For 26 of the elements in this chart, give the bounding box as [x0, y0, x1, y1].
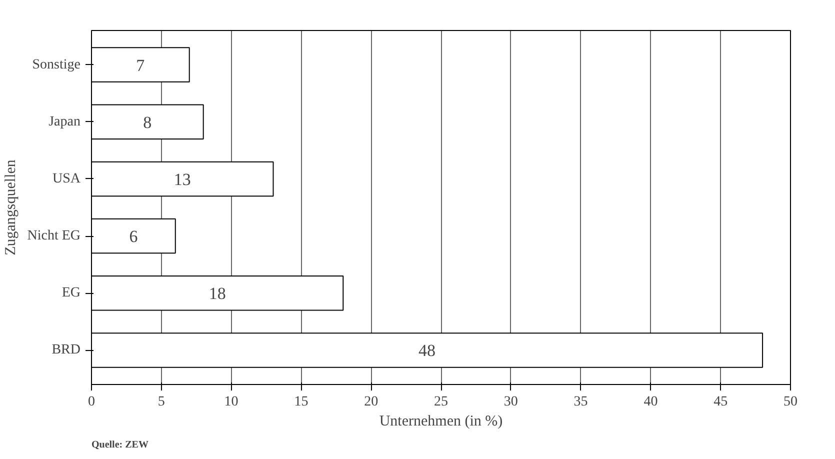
x-tick-label: 40: [644, 394, 658, 410]
data-label: 6: [129, 227, 138, 246]
data-label: 48: [418, 341, 436, 360]
x-tick-label: 35: [574, 394, 588, 410]
x-tick-label: 15: [294, 394, 308, 410]
source-note: Quelle: ZEW: [92, 440, 148, 450]
y-axis-title: Zugangsquellen: [3, 159, 20, 256]
data-label: 18: [208, 284, 226, 304]
y-tick-label: EG: [62, 286, 81, 301]
x-tick-label: 50: [784, 394, 798, 410]
x-tick-label: 45: [714, 394, 728, 410]
y-tick-label: Sonstige: [32, 57, 81, 72]
y-tick-label: Japan: [48, 114, 81, 130]
data-label: 8: [143, 112, 152, 132]
y-tick-label: Nicht EG: [27, 228, 80, 244]
x-axis-title: Unternehmen (in %): [379, 414, 503, 430]
y-tick-label: USA: [52, 171, 82, 186]
data-label: 7: [136, 56, 146, 75]
x-tick-label: 30: [504, 394, 518, 410]
data-label: 13: [174, 170, 191, 189]
x-tick-label: 25: [434, 394, 448, 410]
x-tick-label: 0: [88, 394, 95, 410]
y-tick-label: BRD: [52, 342, 81, 358]
x-tick-label: 5: [158, 394, 165, 410]
x-tick-label: 20: [364, 394, 378, 410]
x-tick-label: 10: [224, 394, 238, 410]
